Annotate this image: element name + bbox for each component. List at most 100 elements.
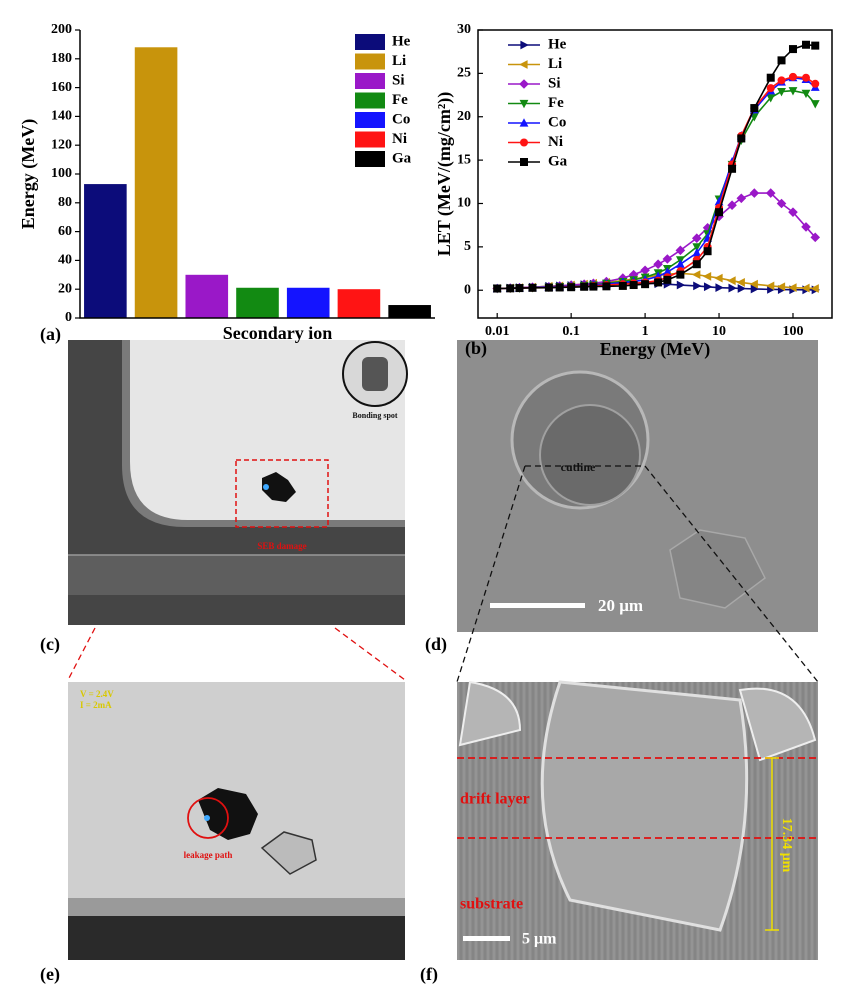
- marker: [641, 280, 650, 289]
- panel-label: (a): [40, 324, 61, 345]
- marker: [692, 243, 702, 252]
- legend-label: Co: [548, 114, 566, 130]
- marker: [811, 79, 820, 88]
- marker: [802, 40, 811, 49]
- legend-label: Fe: [548, 95, 564, 111]
- marker: [589, 282, 598, 291]
- y-tick-label: 30: [457, 22, 471, 37]
- axis: [79, 30, 435, 319]
- bar: [84, 184, 127, 318]
- y-tick-label: 10: [457, 196, 471, 211]
- annotation: drift layer: [460, 791, 530, 808]
- x-tick-label: 0.01: [485, 324, 510, 339]
- marker: [567, 283, 576, 292]
- y-tick-label: 120: [51, 137, 72, 152]
- panel-label: (f): [420, 964, 438, 985]
- marker: [777, 56, 786, 65]
- marker: [628, 269, 639, 280]
- marker: [715, 208, 724, 217]
- connectors: [67, 465, 819, 683]
- legend-label: Co: [392, 111, 410, 127]
- legend-marker: [519, 118, 529, 127]
- marker: [675, 245, 686, 256]
- y-tick-label: 100: [51, 166, 72, 181]
- marker: [676, 280, 686, 290]
- marker: [810, 232, 821, 243]
- axis: [477, 29, 833, 319]
- x-tick-label: 0.1: [562, 324, 580, 339]
- marker: [810, 284, 819, 293]
- marker: [662, 254, 673, 264]
- marker: [506, 284, 515, 293]
- y-axis-label: LET (MeV/(mg/cm²)): [434, 92, 455, 257]
- legend-swatch: [355, 92, 385, 109]
- marker: [703, 282, 713, 292]
- y-tick-label: 60: [58, 224, 72, 239]
- marker: [727, 200, 737, 211]
- marker: [788, 283, 797, 293]
- bar: [185, 274, 229, 318]
- marker: [765, 281, 775, 291]
- marker: [788, 207, 798, 217]
- legend-label: Si: [392, 72, 405, 88]
- y-tick-label: 5: [464, 239, 471, 254]
- marker: [766, 84, 775, 93]
- bar: [134, 47, 178, 318]
- legend-swatch: [355, 112, 385, 128]
- x-axis-label: Energy (MeV): [600, 339, 710, 360]
- marker: [765, 188, 776, 198]
- annotation: V = 2.4V: [80, 689, 114, 699]
- marker: [580, 282, 589, 291]
- marker: [737, 284, 747, 293]
- marker: [691, 270, 701, 280]
- annotation: substrate: [460, 896, 523, 913]
- x-tick-label: 1: [642, 324, 649, 339]
- marker: [766, 73, 775, 82]
- legend-marker: [520, 138, 528, 147]
- legend-marker: [519, 99, 529, 109]
- y-tick-label: 180: [51, 51, 72, 66]
- marker: [693, 281, 702, 291]
- y-tick-label: 80: [58, 195, 72, 210]
- y-tick-label: 20: [58, 281, 72, 296]
- marker: [749, 188, 760, 198]
- micrograph-c: [68, 340, 408, 625]
- annotation: I = 2mA: [80, 700, 112, 710]
- scale-label: 5 μm: [522, 931, 557, 948]
- y-tick-label: 0: [65, 310, 72, 325]
- legend-label: Li: [392, 53, 406, 69]
- series-line: [497, 89, 816, 290]
- series-line: [497, 76, 816, 290]
- marker: [676, 270, 685, 279]
- marker: [788, 87, 798, 96]
- marker: [714, 273, 723, 283]
- annotation: Bonding spot: [352, 411, 397, 420]
- marker: [654, 278, 663, 287]
- marker: [766, 94, 776, 103]
- marker: [663, 275, 672, 284]
- legend-swatch: [355, 151, 385, 167]
- micrograph-f: [457, 680, 818, 960]
- marker: [736, 278, 745, 287]
- marker: [555, 283, 564, 292]
- legend-swatch: [355, 131, 385, 148]
- marker: [750, 284, 760, 294]
- legend-marker: [519, 60, 528, 69]
- marker: [788, 45, 797, 54]
- marker: [776, 198, 787, 209]
- marker: [675, 259, 685, 268]
- series-line: [497, 76, 816, 290]
- y-tick-label: 25: [457, 66, 471, 81]
- marker: [728, 164, 737, 173]
- marker: [736, 193, 747, 204]
- panel-label: (d): [425, 634, 447, 655]
- marker: [801, 89, 811, 99]
- legend-swatch: [355, 53, 385, 70]
- marker: [691, 233, 702, 243]
- marker: [640, 265, 650, 276]
- marker: [737, 134, 746, 143]
- marker: [703, 247, 712, 256]
- bar: [337, 289, 381, 318]
- legend-marker: [520, 40, 529, 50]
